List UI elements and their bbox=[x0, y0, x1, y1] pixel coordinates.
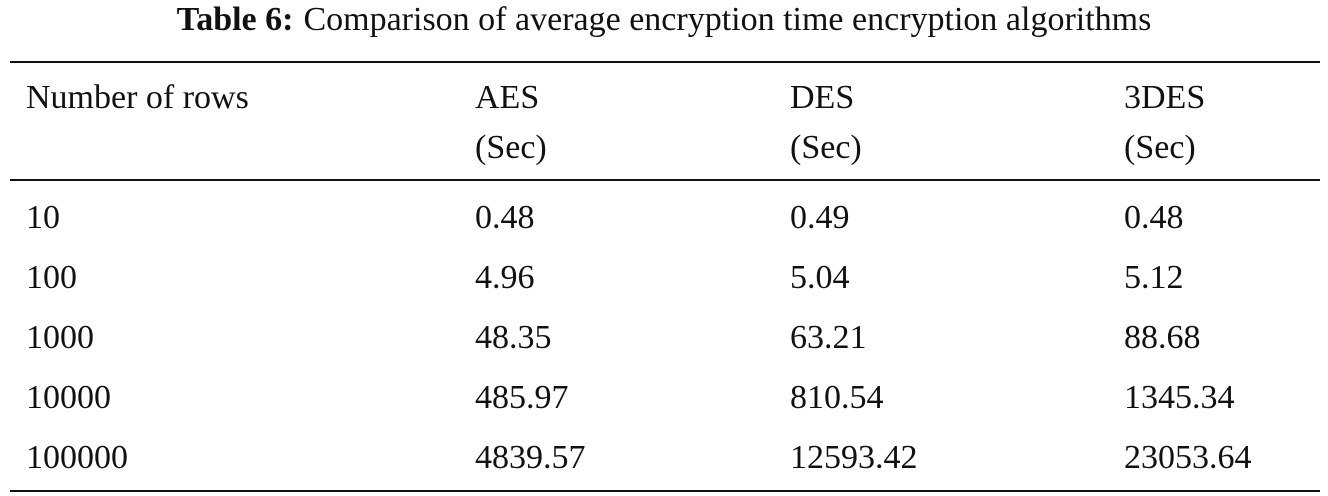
table-cell: 485.97 bbox=[475, 379, 569, 416]
table-cell: 0.48 bbox=[475, 199, 535, 236]
table-cell: 5.04 bbox=[790, 259, 850, 296]
table-cell: 5.12 bbox=[1124, 259, 1184, 296]
bottom-rule bbox=[10, 490, 1320, 492]
header-cell: AES bbox=[475, 79, 540, 116]
table-cell: 48.35 bbox=[475, 319, 552, 356]
table-cell: 12593.42 bbox=[790, 439, 918, 476]
header-cell: 3DES bbox=[1124, 79, 1206, 116]
table-cell: 88.68 bbox=[1124, 319, 1201, 356]
table-caption: Table 6: Comparison of average encryption… bbox=[0, 0, 1328, 40]
header-cell: (Sec) bbox=[790, 129, 862, 166]
table-cell: 63.21 bbox=[790, 319, 867, 356]
caption-label: Table 6: bbox=[176, 1, 294, 38]
caption-text: Comparison of average encryption time en… bbox=[303, 1, 1152, 38]
table-cell: 10 bbox=[26, 199, 60, 236]
header-cell: DES bbox=[790, 79, 855, 116]
table-cell: 100 bbox=[26, 259, 77, 296]
table-cell: 810.54 bbox=[790, 379, 884, 416]
top-rule bbox=[10, 61, 1320, 63]
table-cell: 23053.64 bbox=[1124, 439, 1252, 476]
header-cell: Number of rows bbox=[26, 79, 249, 116]
table-cell: 1000 bbox=[26, 319, 94, 356]
table-cell: 10000 bbox=[26, 379, 111, 416]
header-rule bbox=[10, 179, 1320, 181]
table-cell: 0.48 bbox=[1124, 199, 1184, 236]
table-cell: 100000 bbox=[26, 439, 128, 476]
table-cell: 4839.57 bbox=[475, 439, 586, 476]
table-cell: 4.96 bbox=[475, 259, 535, 296]
table-cell: 1345.34 bbox=[1124, 379, 1235, 416]
table-cell: 0.49 bbox=[790, 199, 850, 236]
header-cell: (Sec) bbox=[1124, 129, 1196, 166]
header-cell: (Sec) bbox=[475, 129, 547, 166]
